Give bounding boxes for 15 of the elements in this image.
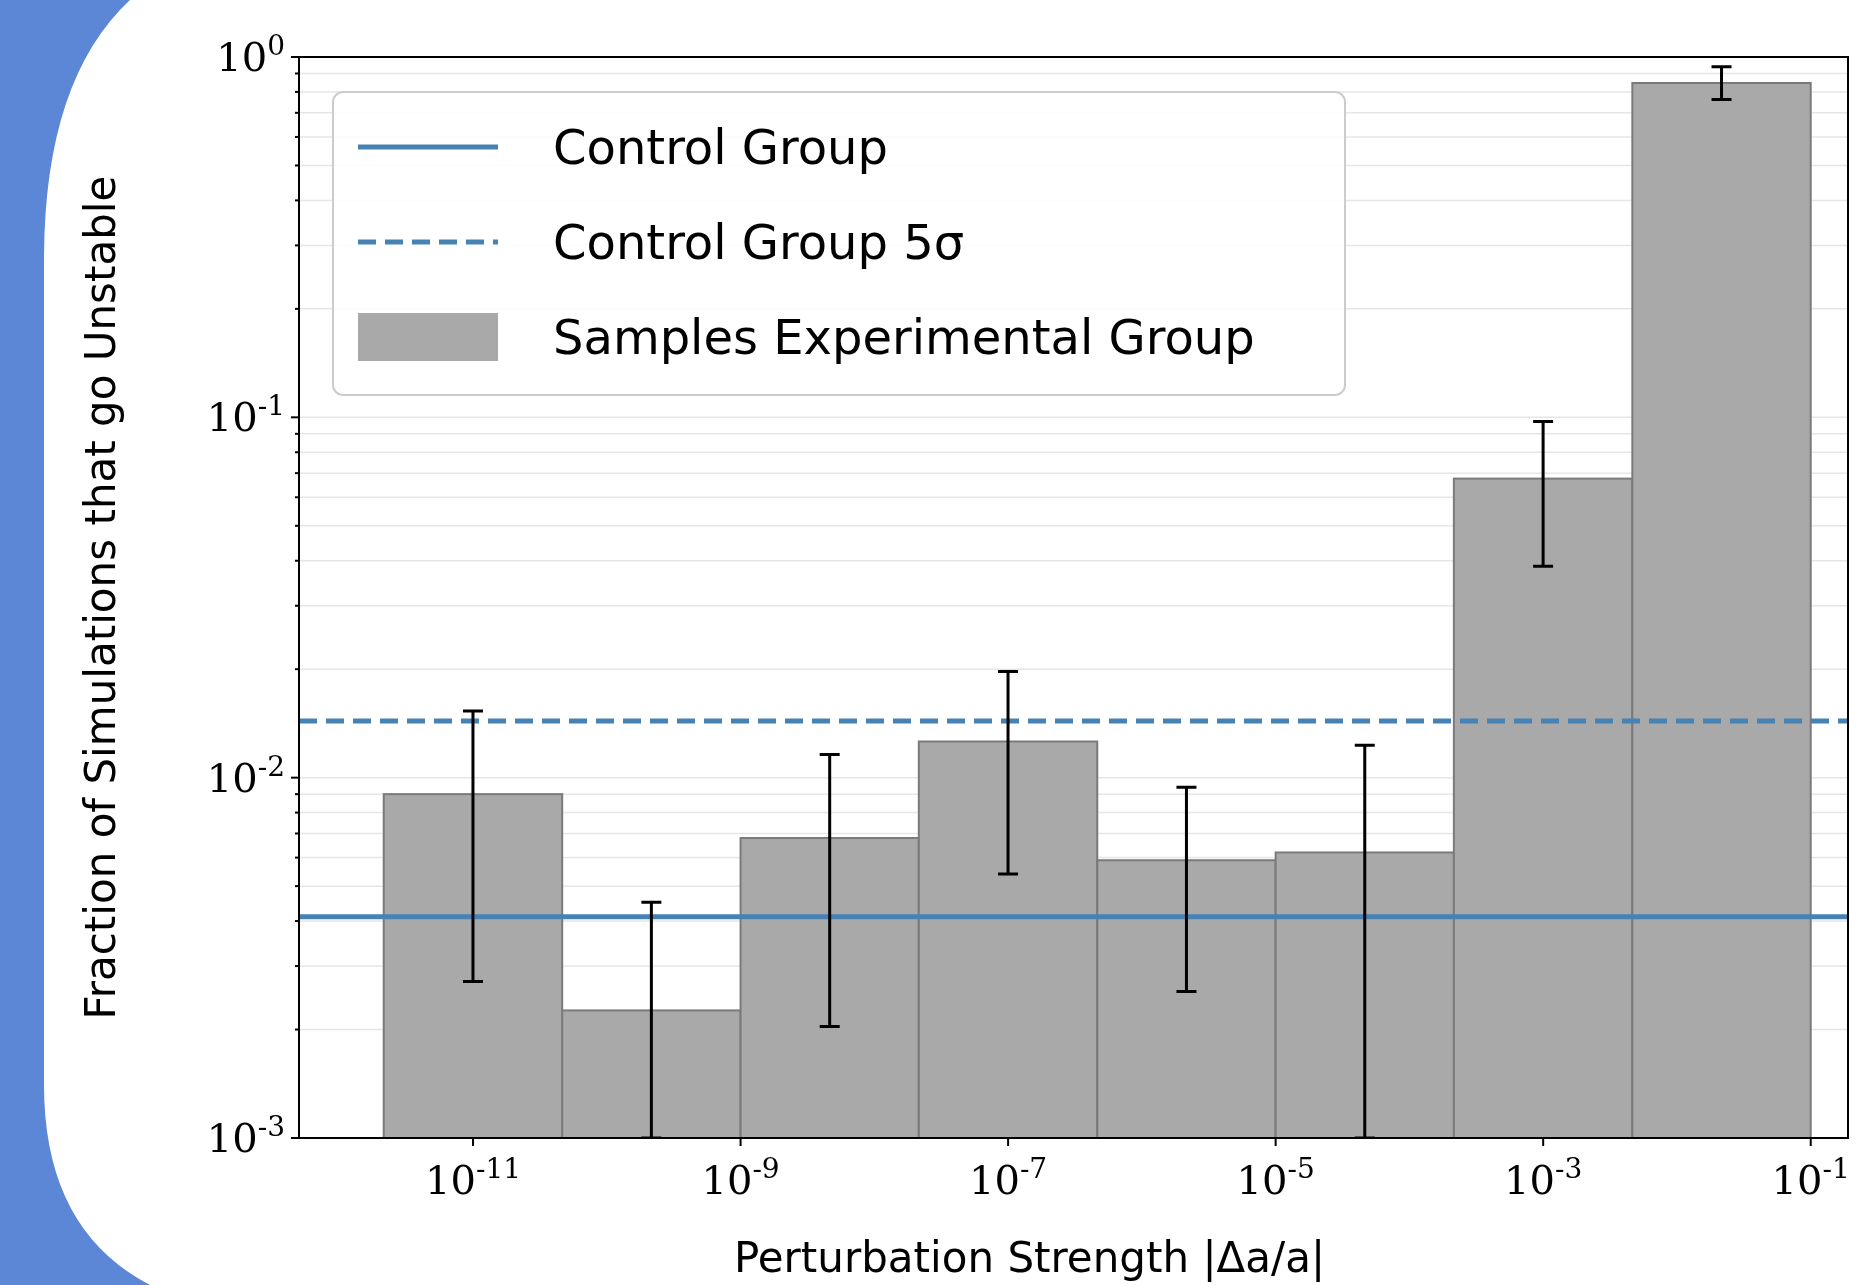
y-tick-label: 10$^{-3}$ — [206, 1109, 285, 1161]
x-axis-title: Perturbation Strength |Δa/a| — [733, 1233, 1326, 1282]
x-tick-label: 10$^{-1}$ — [1771, 1151, 1850, 1203]
y-axis-title: Fraction of Simulations that go Unstable — [76, 175, 125, 1020]
y-tick-label: 10$^{-2}$ — [206, 749, 285, 801]
legend-label: Control Group 5σ — [553, 214, 965, 270]
x-tick-label: 10$^{-3}$ — [1504, 1151, 1583, 1203]
x-tick-label: 10$^{-11}$ — [425, 1151, 522, 1203]
y-tick-label: 10$^{0}$ — [216, 28, 285, 80]
x-tick-label: 10$^{-9}$ — [701, 1151, 780, 1203]
legend-label: Control Group — [553, 119, 888, 175]
y-tick-label: 10$^{-1}$ — [206, 388, 285, 441]
x-tick-label: 10$^{-5}$ — [1236, 1151, 1315, 1203]
x-tick-label: 10$^{-7}$ — [969, 1151, 1048, 1203]
legend-label: Samples Experimental Group — [553, 309, 1255, 365]
